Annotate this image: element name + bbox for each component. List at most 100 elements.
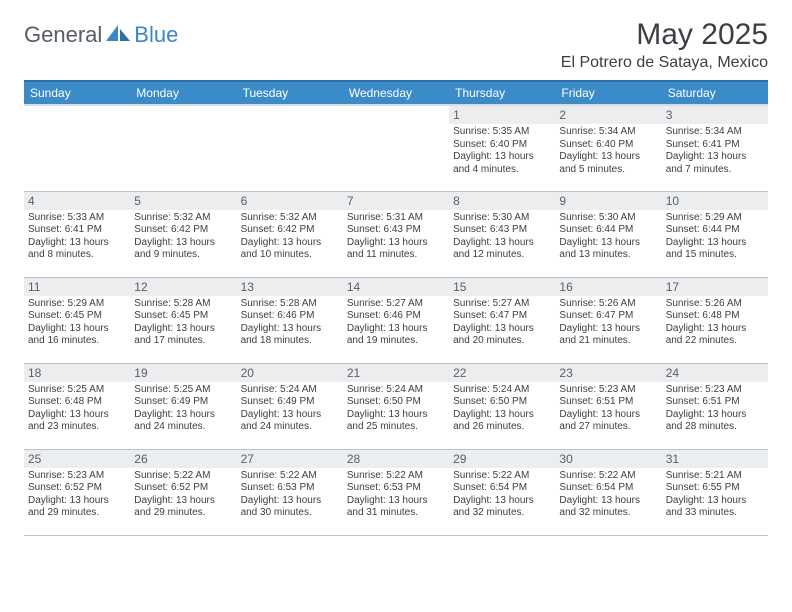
day-details: Sunrise: 5:24 AMSunset: 6:50 PMDaylight:… <box>347 384 445 434</box>
title-block: May 2025 El Potrero de Sataya, Mexico <box>561 18 768 72</box>
calendar-cell: 7 Sunrise: 5:31 AMSunset: 6:43 PMDaylight… <box>343 191 449 277</box>
day-details: Sunrise: 5:23 AMSunset: 6:51 PMDaylight:… <box>559 384 657 434</box>
day-details: Sunrise: 5:32 AMSunset: 6:42 PMDaylight:… <box>241 212 339 262</box>
calendar-cell: 28Sunrise: 5:22 AMSunset: 6:53 PMDayligh… <box>343 449 449 535</box>
day-details: Sunrise: 5:22 AMSunset: 6:53 PMDaylight:… <box>241 470 339 520</box>
calendar-cell: 2 Sunrise: 5:34 AMSunset: 6:40 PMDaylight… <box>555 105 661 191</box>
calendar-cell: 3Sunrise: 5:34 AMSunset: 6:41 PMDaylight… <box>662 105 768 191</box>
calendar-cell: 23 Sunrise: 5:23 AMSunset: 6:51 PMDayligh… <box>555 363 661 449</box>
calendar-cell: 16Sunrise: 5:26 AMSunset: 6:47 PMDayligh… <box>555 277 661 363</box>
day-number: 12 <box>130 278 236 296</box>
day-header: Friday <box>555 81 661 105</box>
calendar-cell: 20Sunrise: 5:24 AMSunset: 6:49 PMDayligh… <box>237 363 343 449</box>
day-details: Sunrise: 5:27 AMSunset: 6:47 PMDaylight:… <box>453 298 551 348</box>
day-details: Sunrise: 5:22 AMSunset: 6:52 PMDaylight:… <box>134 470 232 520</box>
calendar-week-row: 25Sunrise: 5:23 AMSunset: 6:52 PMDayligh… <box>24 449 768 535</box>
calendar-cell: 30 Sunrise: 5:22 AMSunset: 6:54 PMDayligh… <box>555 449 661 535</box>
day-details: Sunrise: 5:26 AMSunset: 6:48 PMDaylight:… <box>666 298 764 348</box>
day-header: Monday <box>130 81 236 105</box>
day-details: Sunrise: 5:28 AMSunset: 6:46 PMDaylight:… <box>241 298 339 348</box>
day-number: 18 <box>24 364 130 382</box>
day-header: Saturday <box>662 81 768 105</box>
calendar-cell: 24 Sunrise: 5:23 AMSunset: 6:51 PMDayligh… <box>662 363 768 449</box>
day-header-row: SundayMondayTuesdayWednesdayThursdayFrid… <box>24 81 768 105</box>
calendar-cell: 18 Sunrise: 5:25 AMSunset: 6:48 PMDayligh… <box>24 363 130 449</box>
calendar-cell: 1 Sunrise: 5:35 AMSunset: 6:40 PMDaylight… <box>449 105 555 191</box>
day-details: Sunrise: 5:26 AMSunset: 6:47 PMDaylight:… <box>559 298 657 348</box>
day-number: 29 <box>449 450 555 468</box>
calendar-cell: 29Sunrise: 5:22 AMSunset: 6:54 PMDayligh… <box>449 449 555 535</box>
day-header: Tuesday <box>237 81 343 105</box>
day-details: Sunrise: 5:34 AMSunset: 6:40 PMDaylight:… <box>559 126 657 176</box>
day-number: 7 <box>343 192 449 210</box>
day-number: 10 <box>662 192 768 210</box>
calendar-week-row: 11Sunrise: 5:29 AMSunset: 6:45 PMDayligh… <box>24 277 768 363</box>
day-details: Sunrise: 5:32 AMSunset: 6:42 PMDaylight:… <box>134 212 232 262</box>
calendar-cell: 25Sunrise: 5:23 AMSunset: 6:52 PMDayligh… <box>24 449 130 535</box>
day-number: 15 <box>449 278 555 296</box>
day-details: Sunrise: 5:24 AMSunset: 6:49 PMDaylight:… <box>241 384 339 434</box>
day-number: 1 <box>449 106 555 124</box>
day-details: Sunrise: 5:35 AMSunset: 6:40 PMDaylight:… <box>453 126 551 176</box>
day-details: Sunrise: 5:25 AMSunset: 6:49 PMDaylight:… <box>134 384 232 434</box>
day-number: 31 <box>662 450 768 468</box>
calendar-cell: 26Sunrise: 5:22 AMSunset: 6:52 PMDayligh… <box>130 449 236 535</box>
day-number: 8 <box>449 192 555 210</box>
day-details: Sunrise: 5:22 AMSunset: 6:53 PMDaylight:… <box>347 470 445 520</box>
day-details: Sunrise: 5:31 AMSunset: 6:43 PMDaylight:… <box>347 212 445 262</box>
logo-text-blue: Blue <box>134 22 178 48</box>
day-details: Sunrise: 5:21 AMSunset: 6:55 PMDaylight:… <box>666 470 764 520</box>
calendar-cell: 21 Sunrise: 5:24 AMSunset: 6:50 PMDayligh… <box>343 363 449 449</box>
calendar-cell: 5 Sunrise: 5:32 AMSunset: 6:42 PMDaylight… <box>130 191 236 277</box>
calendar-cell <box>130 105 236 191</box>
calendar-table: SundayMondayTuesdayWednesdayThursdayFrid… <box>24 80 768 536</box>
day-number: 2 <box>555 106 661 124</box>
calendar-cell: 10 Sunrise: 5:29 AMSunset: 6:44 PMDayligh… <box>662 191 768 277</box>
day-number: 19 <box>130 364 236 382</box>
calendar-cell <box>343 105 449 191</box>
day-details: Sunrise: 5:28 AMSunset: 6:45 PMDaylight:… <box>134 298 232 348</box>
day-number: 30 <box>555 450 661 468</box>
calendar-cell: 22 Sunrise: 5:24 AMSunset: 6:50 PMDayligh… <box>449 363 555 449</box>
day-number: 14 <box>343 278 449 296</box>
calendar-week-row: 4Sunrise: 5:33 AMSunset: 6:41 PMDaylight… <box>24 191 768 277</box>
header: General Blue May 2025 El Potrero de Sata… <box>24 18 768 72</box>
day-number: 6 <box>237 192 343 210</box>
calendar-cell: 19 Sunrise: 5:25 AMSunset: 6:49 PMDayligh… <box>130 363 236 449</box>
day-number: 17 <box>662 278 768 296</box>
day-number: 11 <box>24 278 130 296</box>
calendar-cell: 15 Sunrise: 5:27 AMSunset: 6:47 PMDayligh… <box>449 277 555 363</box>
day-details: Sunrise: 5:29 AMSunset: 6:44 PMDaylight:… <box>666 212 764 262</box>
day-number: 22 <box>449 364 555 382</box>
logo: General Blue <box>24 18 178 48</box>
day-number: 23 <box>555 364 661 382</box>
location: El Potrero de Sataya, Mexico <box>561 54 768 72</box>
day-details: Sunrise: 5:24 AMSunset: 6:50 PMDaylight:… <box>453 384 551 434</box>
calendar-cell: 14 Sunrise: 5:27 AMSunset: 6:46 PMDayligh… <box>343 277 449 363</box>
day-number: 21 <box>343 364 449 382</box>
day-number: 13 <box>237 278 343 296</box>
day-details: Sunrise: 5:23 AMSunset: 6:51 PMDaylight:… <box>666 384 764 434</box>
calendar-week-row: 1 Sunrise: 5:35 AMSunset: 6:40 PMDaylight… <box>24 105 768 191</box>
calendar-cell: 6 Sunrise: 5:32 AMSunset: 6:42 PMDaylight… <box>237 191 343 277</box>
day-details: Sunrise: 5:27 AMSunset: 6:46 PMDaylight:… <box>347 298 445 348</box>
calendar-cell <box>237 105 343 191</box>
day-number: 4 <box>24 192 130 210</box>
day-details: Sunrise: 5:30 AMSunset: 6:43 PMDaylight:… <box>453 212 551 262</box>
day-details: Sunrise: 5:23 AMSunset: 6:52 PMDaylight:… <box>28 470 126 520</box>
day-number: 27 <box>237 450 343 468</box>
day-details: Sunrise: 5:30 AMSunset: 6:44 PMDaylight:… <box>559 212 657 262</box>
day-number: 24 <box>662 364 768 382</box>
day-number: 5 <box>130 192 236 210</box>
calendar-cell: 27 Sunrise: 5:22 AMSunset: 6:53 PMDayligh… <box>237 449 343 535</box>
calendar-cell: 13 Sunrise: 5:28 AMSunset: 6:46 PMDayligh… <box>237 277 343 363</box>
day-header: Sunday <box>24 81 130 105</box>
logo-sail-icon <box>106 23 132 48</box>
day-details: Sunrise: 5:25 AMSunset: 6:48 PMDaylight:… <box>28 384 126 434</box>
day-header: Wednesday <box>343 81 449 105</box>
day-number: 3 <box>662 106 768 124</box>
day-details: Sunrise: 5:22 AMSunset: 6:54 PMDaylight:… <box>559 470 657 520</box>
logo-text-general: General <box>24 22 102 48</box>
calendar-cell: 17 Sunrise: 5:26 AMSunset: 6:48 PMDayligh… <box>662 277 768 363</box>
calendar-cell <box>24 105 130 191</box>
